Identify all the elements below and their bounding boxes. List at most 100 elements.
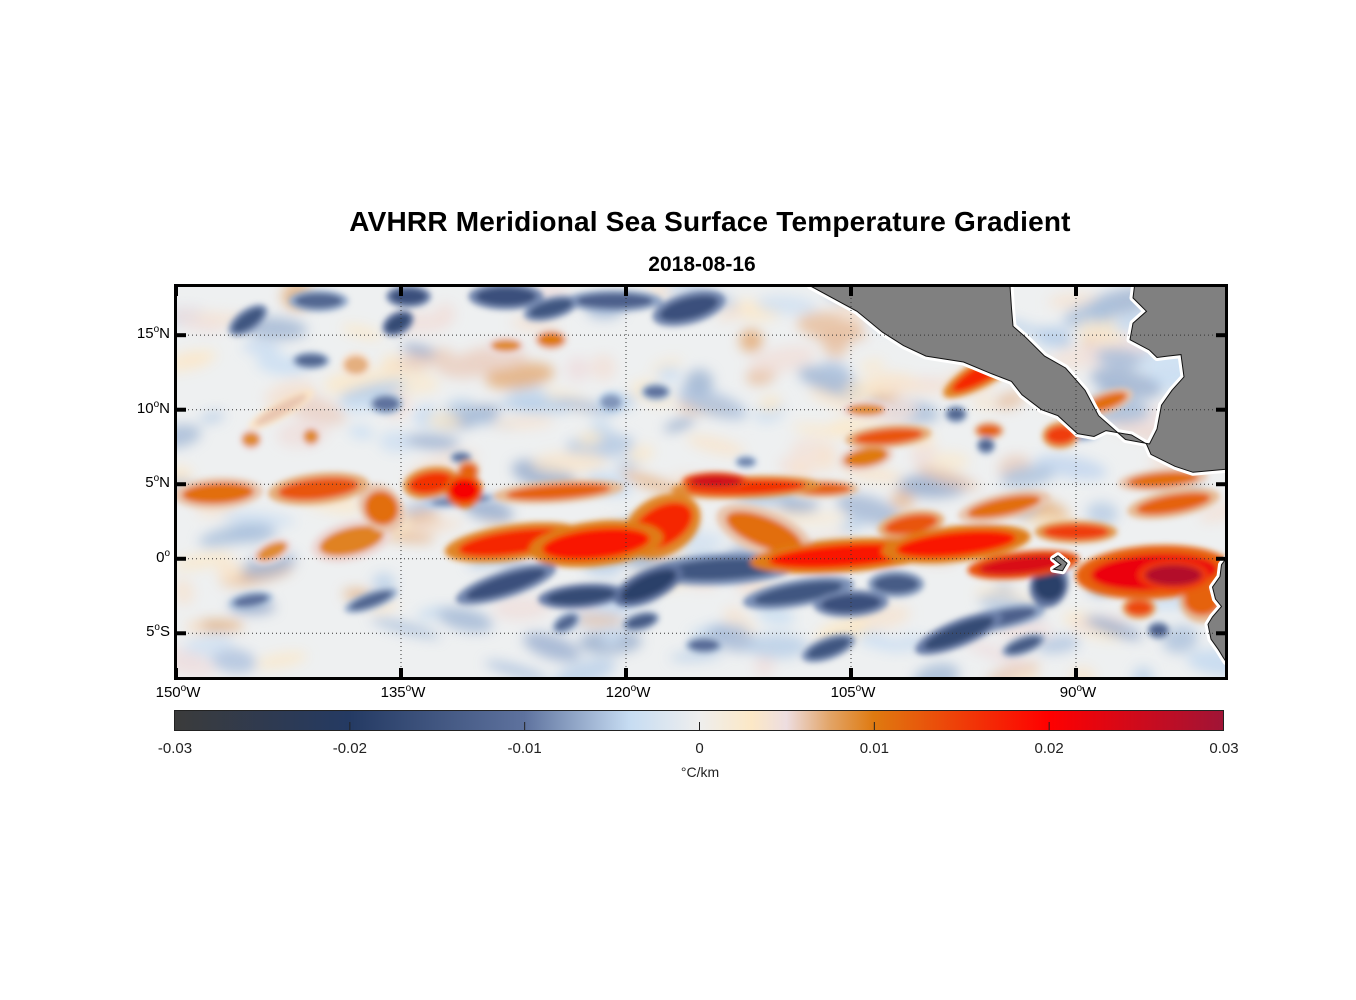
texture-patch — [199, 411, 225, 424]
graticule — [176, 286, 1226, 678]
texture-patch — [716, 306, 746, 322]
x-tick-number: 90 — [1059, 684, 1077, 701]
gradient-blob — [349, 590, 393, 611]
gradient-blob — [1149, 624, 1168, 637]
y-tick-label: 10oN — [110, 398, 170, 417]
gradient-blob — [737, 457, 755, 467]
x-tick-hemisphere: W — [636, 684, 651, 701]
texture-patch — [379, 430, 415, 453]
y-tick-number: 5 — [145, 474, 154, 492]
gradient-blob — [182, 482, 254, 504]
gradient-blob — [546, 587, 616, 605]
texture-patch — [657, 366, 681, 382]
gradient-field — [176, 286, 1226, 678]
gradient-blob — [364, 490, 399, 526]
texture-patch — [1085, 616, 1143, 640]
gradient-blob — [978, 554, 1069, 575]
gradient-blob — [506, 483, 611, 500]
gradient-blob — [296, 354, 326, 367]
gradient-blob — [978, 439, 994, 452]
gradient-blob — [626, 614, 656, 629]
y-tick-label: 5oN — [110, 473, 170, 492]
y-tick-number: 0 — [156, 548, 165, 566]
y-tick-hemisphere: N — [159, 325, 170, 343]
y-tick-number: 5 — [146, 623, 155, 641]
texture-patch — [348, 425, 375, 440]
gradient-blob — [1125, 600, 1153, 616]
texture-patch — [890, 490, 915, 511]
gradient-blob — [390, 288, 427, 304]
texture-patch — [590, 354, 616, 381]
gradient-blob — [385, 313, 411, 333]
colorbar-tick-label: -0.03 — [157, 740, 193, 757]
gradient-blob — [452, 452, 470, 462]
gradient-blob — [768, 543, 919, 569]
texture-patch — [790, 459, 811, 478]
gradient-blob — [408, 471, 454, 494]
chart-subtitle: 2018-08-16 — [648, 253, 756, 276]
gradient-blob — [854, 428, 923, 445]
gradient-blob — [303, 429, 319, 444]
texture-patch — [839, 518, 866, 533]
texture-patch — [820, 361, 851, 378]
texture-patch — [778, 499, 820, 513]
texture-patch — [176, 349, 217, 373]
degree-symbol: o — [153, 324, 160, 336]
land-mass — [810, 286, 1226, 473]
gradient-blob — [843, 447, 889, 468]
gradient-blob — [232, 308, 264, 333]
gradient-blob — [529, 299, 573, 318]
gradient-blob — [1006, 636, 1041, 654]
gradient-blob — [555, 614, 577, 631]
colorbar-tick-label: -0.02 — [332, 740, 367, 757]
texture-patch — [176, 551, 234, 571]
texture-patch — [531, 451, 607, 474]
gradient-blob — [537, 332, 565, 348]
texture-patch — [573, 614, 625, 627]
texture-patch — [836, 494, 901, 526]
texture-patch — [242, 340, 281, 355]
field-blobs — [176, 286, 1226, 663]
y-tick-label: 0o — [110, 548, 170, 566]
texture-patch — [685, 369, 714, 396]
texture-patch — [985, 661, 1040, 678]
x-tick-number: 150 — [155, 684, 181, 701]
degree-symbol: o — [1076, 683, 1083, 694]
texture-patch — [1186, 649, 1226, 678]
texture-patch — [416, 606, 448, 620]
gradient-blob — [1136, 492, 1211, 515]
texture-patch — [426, 412, 462, 429]
texture-patch — [822, 332, 849, 358]
degree-symbol: o — [153, 473, 160, 485]
gradient-blob — [465, 568, 547, 600]
texture-patch — [523, 632, 581, 662]
degree-symbol: o — [855, 683, 862, 694]
texture-patch — [650, 357, 683, 375]
texture-patch — [1199, 501, 1226, 523]
texture-patch — [778, 512, 849, 526]
degree-symbol: o — [180, 683, 187, 694]
texture-patch — [176, 424, 202, 449]
texture-patch — [510, 316, 559, 333]
land-masses — [807, 286, 1226, 666]
texture-patch — [723, 606, 745, 627]
gradient-blob — [947, 408, 965, 421]
degree-symbol: o — [405, 683, 412, 694]
gradient-blob — [242, 432, 260, 447]
texture-patch — [499, 395, 575, 414]
gradient-blob — [846, 403, 886, 416]
y-tick-hemisphere: N — [159, 399, 170, 417]
texture-patch — [176, 578, 195, 606]
texture-patch — [553, 657, 616, 678]
land-mass — [1207, 557, 1226, 663]
colorbar-unit-label: °C/km — [680, 764, 720, 780]
gradient-blob — [726, 511, 802, 553]
gradient-blob — [600, 394, 622, 410]
x-tick-hemisphere: W — [1082, 684, 1097, 701]
texture-patch — [973, 396, 995, 410]
degree-symbol: o — [153, 398, 160, 410]
texture-patch — [884, 381, 953, 394]
texture-patch — [1086, 501, 1119, 526]
texture-patch — [965, 641, 1030, 666]
axis-ticks — [174, 286, 1226, 678]
